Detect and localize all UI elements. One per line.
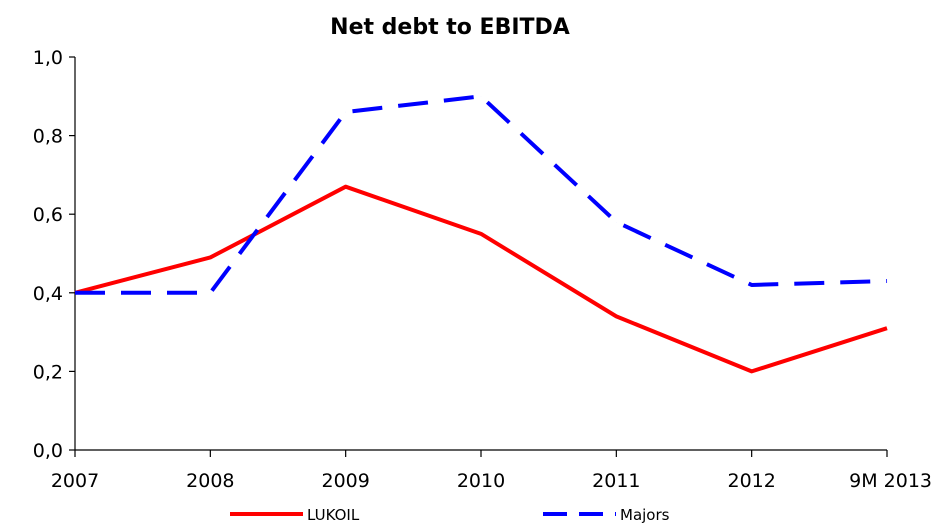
y-axis-ticks: 0,0 0,2 0,4 0,6 0,8 1,0 bbox=[33, 47, 75, 462]
legend-label: Majors bbox=[620, 506, 670, 524]
x-tick-label: 2009 bbox=[321, 470, 369, 492]
series-layer bbox=[74, 94, 888, 374]
series-line-lukoil bbox=[74, 184, 888, 374]
axes bbox=[74, 57, 887, 451]
y-tick-label: 0,4 bbox=[33, 283, 63, 305]
legend-item-majors: Majors bbox=[543, 506, 670, 524]
y-tick-label: 0,8 bbox=[33, 126, 63, 148]
x-axis-ticks: 2007 2008 2009 2010 2011 2012 9M 2013 bbox=[51, 450, 932, 492]
chart-title: Net debt to EBITDA bbox=[330, 15, 570, 40]
legend-label: LUKOIL bbox=[307, 506, 360, 524]
y-tick-label: 0,0 bbox=[33, 440, 63, 462]
y-tick-label: 0,6 bbox=[33, 204, 63, 226]
x-tick-label: 2007 bbox=[51, 470, 99, 492]
y-tick-label: 0,2 bbox=[33, 361, 63, 383]
x-tick-label: 9M 2013 bbox=[849, 470, 932, 492]
series-line-majors bbox=[75, 94, 888, 295]
legend-item-lukoil: LUKOIL bbox=[230, 506, 360, 524]
x-tick-label: 2008 bbox=[186, 470, 234, 492]
legend: LUKOIL Majors bbox=[230, 506, 670, 524]
x-tick-label: 2010 bbox=[457, 470, 505, 492]
x-tick-label: 2012 bbox=[727, 470, 775, 492]
y-tick-label: 1,0 bbox=[33, 47, 63, 69]
x-tick-label: 2011 bbox=[592, 470, 640, 492]
